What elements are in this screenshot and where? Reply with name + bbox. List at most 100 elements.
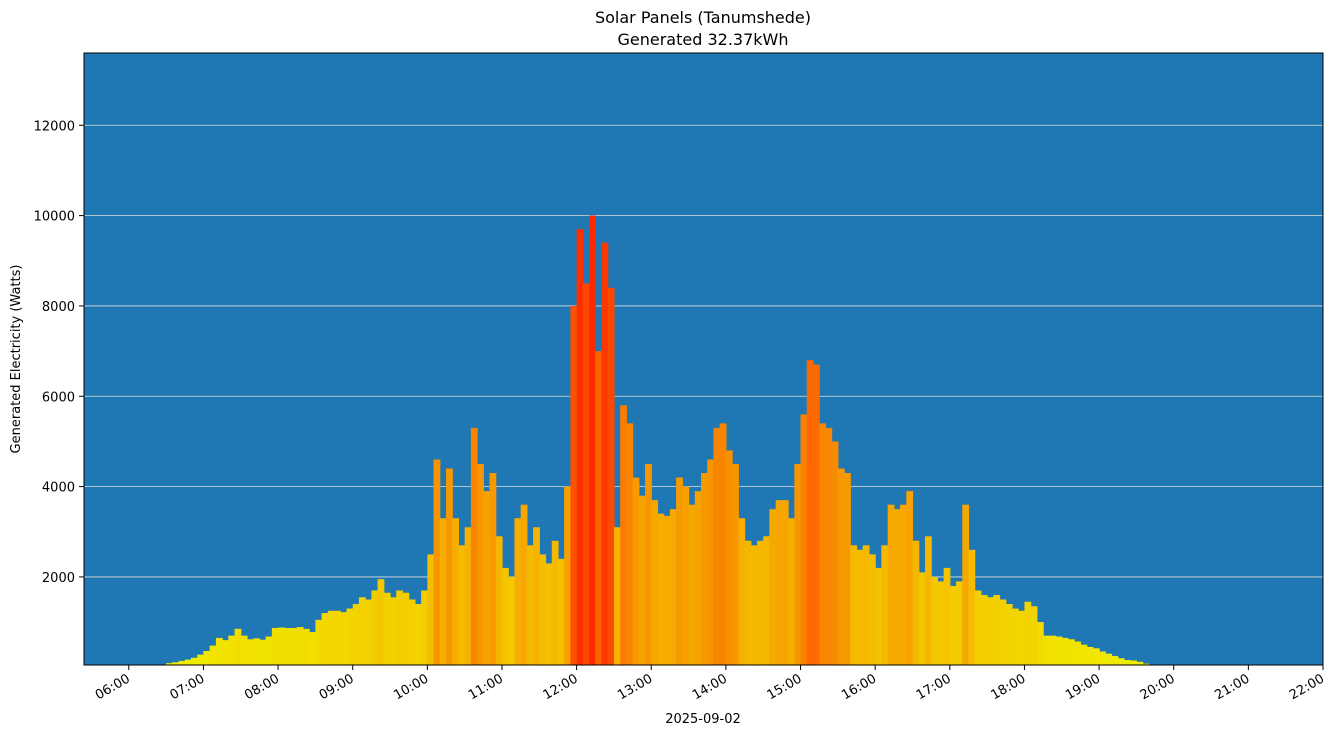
bar — [309, 632, 316, 665]
bar — [178, 660, 186, 665]
y-tick-label: 10000 — [34, 210, 75, 225]
bar — [912, 540, 920, 665]
bar — [1117, 658, 1125, 665]
bar — [222, 640, 229, 665]
chart-title: Solar Panels (Tanumshede) — [595, 8, 811, 27]
bar — [253, 638, 261, 665]
x-tick-label: 12:00 — [541, 671, 581, 703]
x-tick-label: 06:00 — [93, 671, 133, 703]
bar — [1105, 653, 1113, 665]
plot-frame — [83, 52, 1324, 666]
bar — [315, 619, 323, 665]
bar — [794, 464, 802, 665]
y-tick-label: 2000 — [42, 571, 75, 586]
bar — [1111, 655, 1119, 665]
x-axis: 06:00 07:00 08:00 09:00 10:00 11:00 12:00 13:00… — [93, 665, 1327, 703]
bar — [962, 504, 970, 665]
bar — [483, 491, 491, 665]
bar — [856, 549, 864, 665]
bar — [875, 567, 882, 665]
x-tick-label: 20:00 — [1138, 671, 1178, 703]
bar — [1136, 661, 1144, 665]
bar — [290, 627, 298, 665]
bar — [209, 645, 217, 665]
bar — [825, 427, 833, 665]
bar — [520, 504, 528, 665]
bar — [203, 651, 211, 665]
x-tick-label: 08:00 — [242, 671, 282, 703]
bar — [775, 500, 783, 665]
bar — [601, 242, 609, 665]
bar — [1030, 606, 1038, 665]
bar — [190, 657, 198, 665]
bar — [402, 592, 410, 665]
x-tick-label: 18:00 — [988, 671, 1028, 703]
bar — [757, 540, 764, 665]
x-tick-label: 21:00 — [1212, 671, 1252, 703]
x-axis-label: 2025-09-02 — [665, 712, 741, 727]
bar — [408, 599, 416, 665]
bar — [682, 486, 690, 665]
bar — [446, 468, 453, 665]
bar — [278, 627, 285, 665]
bar — [707, 459, 715, 665]
bar — [514, 518, 522, 665]
bar — [974, 590, 982, 665]
bar — [557, 558, 565, 665]
bar — [949, 585, 957, 665]
bar — [1036, 622, 1044, 665]
bar — [477, 464, 484, 665]
bar — [589, 215, 596, 665]
bar — [676, 477, 683, 665]
bar — [539, 554, 547, 665]
bar — [340, 612, 348, 665]
bar — [893, 509, 901, 665]
bar — [582, 283, 590, 665]
bar — [1024, 601, 1032, 665]
bar — [607, 287, 615, 665]
bar — [725, 450, 733, 665]
bar — [259, 639, 267, 665]
bar — [334, 610, 341, 665]
bar — [166, 663, 173, 665]
bar — [732, 464, 739, 665]
bar — [1018, 610, 1026, 665]
bar — [744, 540, 752, 665]
y-tick-label: 6000 — [42, 390, 75, 405]
bar — [377, 579, 385, 665]
x-tick-label: 22:00 — [1287, 671, 1327, 703]
bar — [533, 527, 540, 665]
bar — [812, 364, 820, 665]
bar — [1067, 639, 1075, 665]
bar — [427, 554, 435, 665]
bar — [1074, 641, 1082, 665]
bar — [887, 504, 895, 665]
bar — [701, 473, 708, 665]
bar — [868, 554, 876, 665]
bar — [346, 608, 354, 665]
x-tick-label: 14:00 — [690, 671, 730, 703]
bar — [390, 597, 397, 665]
bar — [968, 549, 976, 665]
x-tick-label: 15:00 — [765, 671, 805, 703]
bar — [1043, 635, 1050, 665]
bar — [383, 592, 391, 665]
bar — [1049, 635, 1057, 665]
bar — [271, 627, 279, 665]
bar — [246, 639, 254, 665]
bar — [284, 627, 292, 665]
bar — [1123, 660, 1131, 665]
bar — [570, 305, 578, 665]
bar — [620, 405, 627, 665]
x-tick-label: 16:00 — [839, 671, 879, 703]
bar — [495, 536, 503, 665]
bar — [931, 576, 938, 665]
bar — [850, 545, 858, 665]
bar — [1061, 637, 1069, 665]
bar — [663, 515, 671, 665]
x-tick-label: 19:00 — [1063, 671, 1103, 703]
bar — [999, 599, 1007, 665]
bar — [788, 518, 795, 665]
bar — [688, 504, 696, 665]
chart-subtitle: Generated 32.37kWh — [618, 30, 789, 49]
